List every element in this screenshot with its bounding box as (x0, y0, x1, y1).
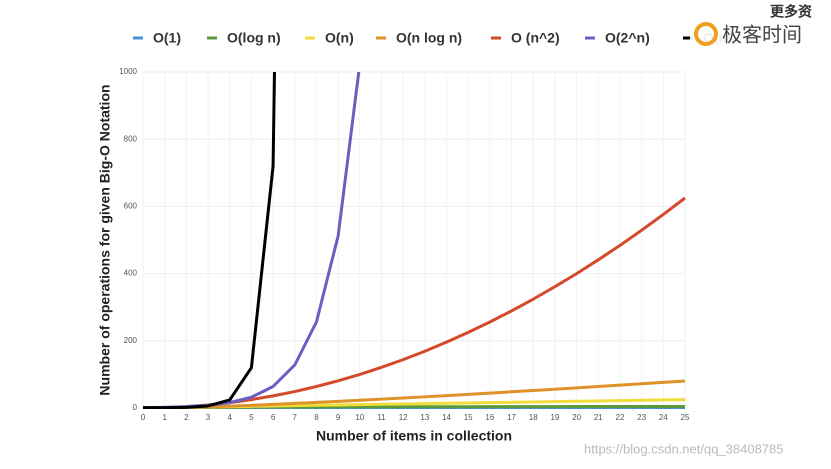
legend-label: O(1) (153, 30, 181, 46)
x-tick-label: 7 (293, 413, 298, 422)
x-tick-label: 13 (420, 413, 429, 422)
watermark-icon (694, 22, 718, 46)
legend-label: O (n^2) (511, 30, 560, 46)
legend: O(1)O(log n)O(n)O(n log n)O (n^2)O(2^n)O… (133, 30, 736, 46)
legend-label: O(n log n) (396, 30, 462, 46)
x-tick-label: 19 (550, 413, 559, 422)
plot-area (143, 72, 686, 409)
series-line (143, 379, 686, 409)
y-tick-label: 400 (124, 269, 138, 278)
x-tick-label: 11 (377, 413, 386, 422)
y-tick-label: 800 (124, 134, 138, 143)
x-tick-label: 9 (336, 413, 341, 422)
legend-label: O(2^n) (605, 30, 650, 46)
x-tick-label: 24 (659, 413, 668, 422)
y-tick-label: 600 (124, 202, 138, 211)
x-tick-label: 18 (529, 413, 538, 422)
x-tick-label: 8 (314, 413, 319, 422)
legend-label: O(log n) (227, 30, 281, 46)
y-tick-label: 1000 (119, 67, 137, 76)
x-tick-label: 15 (464, 413, 473, 422)
legend-label: O(n) (325, 30, 354, 46)
x-tick-label: 10 (355, 413, 364, 422)
x-tick-label: 4 (227, 413, 232, 422)
x-tick-label: 20 (572, 413, 581, 422)
series-line (143, 72, 276, 409)
x-tick-label: 0 (141, 413, 146, 422)
x-tick-label: 25 (681, 413, 690, 422)
series-line (143, 196, 686, 409)
x-tick-label: 17 (507, 413, 516, 422)
x-tick-label: 1 (162, 413, 167, 422)
x-tick-label: 12 (399, 413, 408, 422)
x-tick-label: 21 (594, 413, 603, 422)
y-tick-label: 0 (133, 403, 138, 412)
y-axis-label: Number of operations for given Big-O Not… (97, 84, 113, 395)
x-tick-label: 22 (616, 413, 625, 422)
x-tick-label: 23 (637, 413, 646, 422)
watermark-url: https://blog.csdn.net/qq_38408785 (584, 441, 784, 456)
watermark-logo: 极客时间 (722, 23, 802, 46)
watermark-corner: 更多资 (770, 4, 812, 20)
x-tick-label: 14 (442, 413, 451, 422)
x-tick-label: 3 (206, 413, 211, 422)
y-tick-label: 200 (124, 336, 138, 345)
x-tick-label: 5 (249, 413, 254, 422)
x-tick-label: 16 (485, 413, 494, 422)
x-tick-label: 2 (184, 413, 189, 422)
x-axis-label: Number of items in collection (316, 428, 512, 444)
x-tick-label: 6 (271, 413, 276, 422)
